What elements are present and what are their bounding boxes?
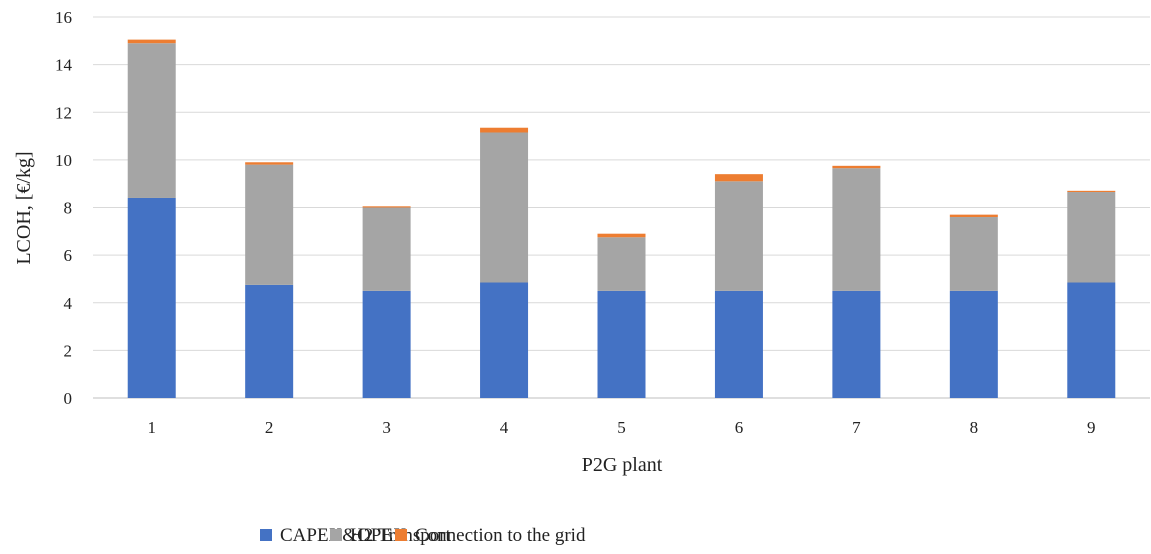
y-tick-label: 12	[55, 103, 72, 122]
legend-label: CAPEX&OPEX	[280, 525, 407, 546]
bar-segment	[362, 290, 411, 398]
legend-label: Connection to the grid	[415, 525, 586, 546]
x-tick-label: 1	[147, 418, 156, 437]
y-tick-label: 8	[64, 199, 73, 218]
bar-segment	[480, 132, 529, 283]
y-tick-label: 16	[55, 8, 72, 27]
bar-segment	[480, 127, 529, 133]
legend-item: Connection to the grid	[395, 525, 586, 546]
bar-segment	[949, 217, 998, 291]
x-tick-labels: 1 2 3 4 5 6 7 8 9	[147, 418, 1095, 437]
x-tick-label: 4	[500, 418, 509, 437]
bar-segment	[832, 165, 881, 169]
x-tick-label: 8	[970, 418, 979, 437]
bar-segment	[597, 233, 646, 238]
bar-segment	[597, 290, 646, 398]
x-tick-label: 7	[852, 418, 861, 437]
bar-segment	[1067, 192, 1116, 283]
x-tick-label: 9	[1087, 418, 1096, 437]
bar-segment	[597, 237, 646, 291]
bar-segment	[245, 162, 294, 165]
y-tick-label: 10	[55, 151, 72, 170]
x-tick-label: 2	[265, 418, 274, 437]
bar-segment	[832, 290, 881, 398]
bar-segment	[245, 164, 294, 285]
x-tick-label: 6	[735, 418, 744, 437]
bar-segment	[714, 181, 763, 291]
legend-swatch	[260, 529, 272, 541]
bar-segment	[1067, 282, 1116, 398]
bar-segment	[480, 282, 529, 398]
y-tick-label: 14	[55, 56, 73, 75]
y-tick-label: 6	[64, 246, 73, 265]
bar-segment	[127, 39, 176, 44]
x-tick-label: 5	[617, 418, 626, 437]
y-tick-label: 2	[64, 341, 73, 360]
bar-segment	[949, 290, 998, 398]
bar-segment	[127, 197, 176, 398]
legend-item: CAPEX&OPEX	[260, 525, 407, 546]
y-axis-title: LCOH, [€/kg]	[13, 151, 35, 264]
bars	[127, 39, 1116, 398]
x-tick-label: 3	[382, 418, 391, 437]
bar-segment	[362, 206, 411, 208]
bar-segment	[127, 43, 176, 198]
bar-segment	[714, 290, 763, 398]
x-axis-title: P2G plant	[582, 454, 663, 476]
legend-swatch	[395, 529, 407, 541]
bar-segment	[1067, 190, 1116, 193]
y-tick-label: 0	[64, 389, 73, 408]
y-tick-labels: 0 2 4 6 8 10 12 14 16	[55, 8, 73, 408]
bar-segment	[949, 214, 998, 218]
bar-segment	[362, 207, 411, 291]
bar-segment	[245, 284, 294, 398]
y-tick-label: 4	[64, 294, 73, 313]
bar-segment	[832, 168, 881, 291]
legend-swatch	[330, 529, 342, 541]
bar-segment	[714, 174, 763, 182]
